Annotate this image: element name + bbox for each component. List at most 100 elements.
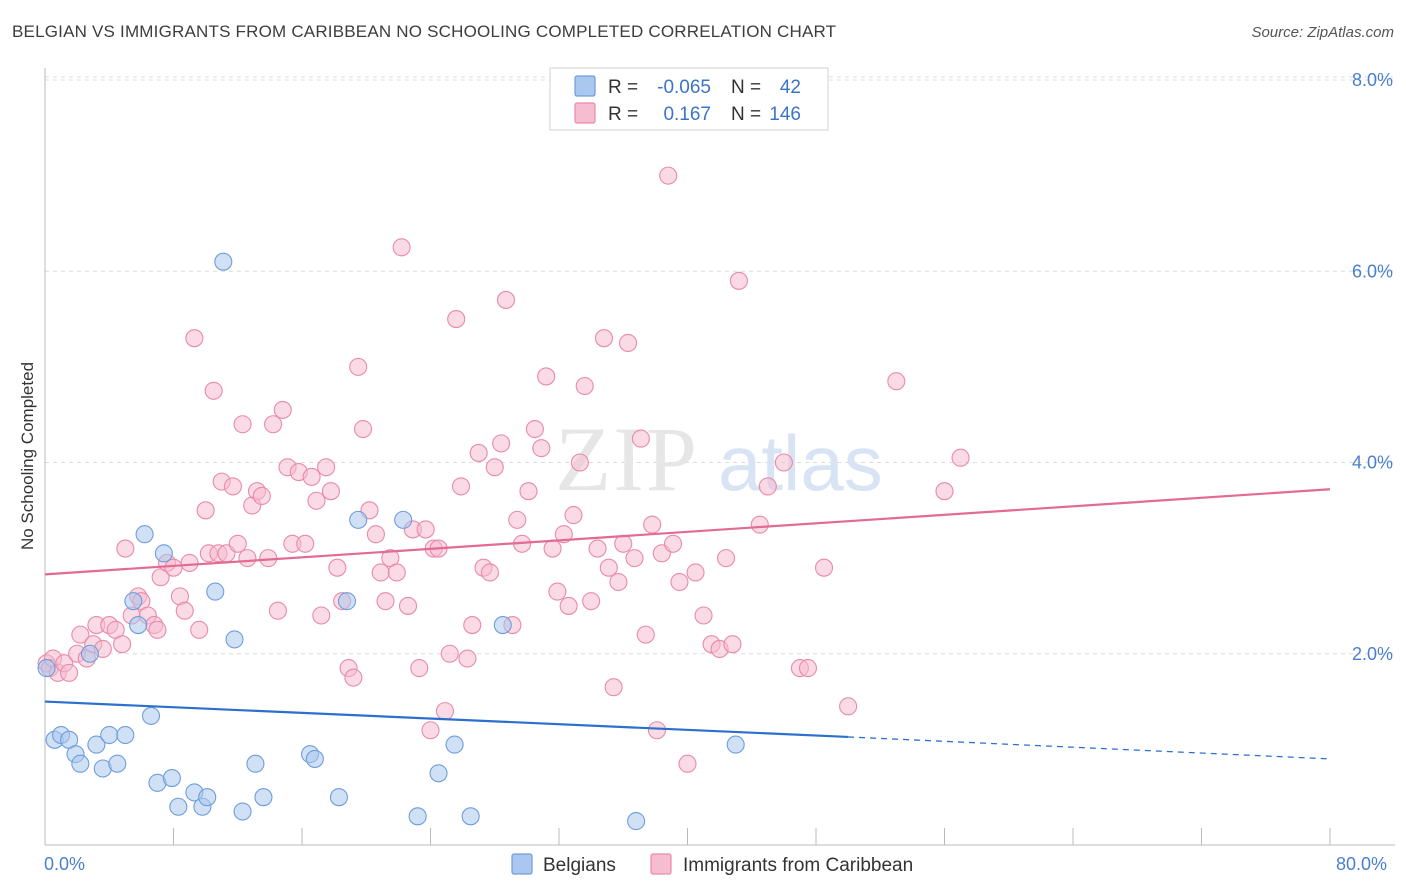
caribbean-point	[814, 558, 834, 577]
belgian-point	[627, 812, 646, 831]
caribbean-point	[469, 443, 488, 462]
caribbean-point	[625, 549, 644, 568]
caribbean-point	[643, 515, 662, 534]
caribbean-point	[366, 525, 385, 544]
caribbean-point	[951, 448, 970, 467]
belgian-point	[108, 754, 127, 773]
belgians-trendline	[44, 700, 849, 739]
caribbean-point	[716, 549, 736, 568]
caribbean-point	[238, 549, 257, 568]
caribbean-point	[435, 702, 455, 721]
belgian-point	[71, 754, 90, 773]
belgian-point	[116, 725, 135, 745]
belgian-points	[37, 252, 745, 831]
caribbean-point	[575, 376, 594, 396]
belgian-point	[206, 582, 225, 601]
belgian-point	[169, 797, 188, 816]
caribbean-point	[180, 553, 199, 572]
caribbean-point	[935, 482, 954, 501]
legend-r-label-2: R =	[608, 104, 638, 125]
caribbean-point	[631, 429, 650, 448]
belgian-point	[87, 735, 106, 754]
x-axis-ticks	[173, 828, 1331, 845]
caribbean-point	[525, 419, 544, 439]
trend-lines	[44, 488, 1331, 760]
caribbean-point	[582, 592, 601, 611]
belgian-point	[129, 616, 148, 635]
belgian-point	[141, 706, 161, 725]
caribbean-point	[532, 439, 551, 458]
caribbean-point	[619, 333, 638, 353]
belgian-point	[100, 725, 119, 745]
caribbean-point	[774, 453, 793, 472]
caribbean-point	[564, 506, 583, 525]
caribbean-point	[148, 620, 167, 639]
caribbean-point	[440, 644, 459, 663]
belgian-point	[337, 592, 357, 611]
belgian-point	[349, 510, 368, 529]
caribbean-point	[480, 563, 499, 582]
caribbean-point	[599, 558, 618, 577]
caribbean-point	[349, 357, 368, 376]
belgian-point	[445, 735, 464, 754]
caribbean-point	[663, 534, 683, 553]
belgian-point	[461, 807, 480, 826]
caribbean-point	[190, 620, 209, 639]
caribbean-point	[614, 534, 633, 553]
belgian-point	[37, 659, 56, 678]
legend-bottom: Belgians Immigrants from Caribbean	[511, 853, 913, 876]
caribbean-point	[609, 572, 628, 592]
belgian-point	[305, 749, 324, 768]
caribbean-point	[416, 520, 435, 539]
y-axis-title: No Schooling Completed	[18, 362, 37, 550]
caribbean-point	[296, 534, 315, 553]
caribbean-point	[307, 491, 326, 510]
legend-n-value-1: 42	[780, 77, 801, 98]
caribbean-point	[519, 482, 538, 501]
y-tick-label: 4.0%	[1352, 453, 1393, 473]
caribbean-point	[758, 477, 777, 496]
belgian-point	[246, 754, 265, 773]
caribbean-point	[273, 400, 292, 419]
caribbean-point	[750, 515, 769, 534]
caribbean-point	[175, 601, 194, 620]
caribbean-point	[636, 625, 655, 644]
legend-bottom-label-belgians: Belgians	[543, 855, 616, 876]
caribbean-point	[371, 563, 390, 582]
legend-n-label-1: N =	[731, 77, 761, 98]
caribbean-point	[312, 606, 331, 625]
legend-swatch-caribbean	[574, 102, 596, 124]
caribbean-point	[570, 453, 589, 472]
caribbean-point	[554, 525, 573, 544]
caribbean-point	[588, 539, 607, 558]
caribbean-point	[723, 635, 742, 654]
caribbean-point	[604, 678, 623, 697]
caribbean-point	[233, 415, 252, 434]
caribbean-point	[321, 482, 340, 501]
belgian-point	[162, 769, 181, 788]
belgian-point	[225, 630, 244, 649]
belgian-point	[429, 764, 448, 783]
y-tick-labels: 2.0% 4.0% 6.0% 8.0%	[1352, 70, 1393, 664]
caribbean-point	[686, 563, 705, 582]
caribbean-point	[302, 467, 321, 486]
caribbean-point	[353, 419, 373, 439]
belgian-point	[135, 525, 154, 544]
x-tick-label-max: 80.0%	[1336, 854, 1387, 874]
caribbean-point	[458, 649, 477, 668]
caribbean-point	[264, 415, 283, 434]
caribbean-trendline	[44, 488, 1331, 576]
caribbean-point	[204, 381, 223, 400]
caribbean-point	[71, 625, 90, 644]
caribbean-point	[344, 668, 363, 687]
caribbean-point	[447, 310, 466, 329]
belgians-trendline-extension	[848, 736, 1331, 760]
caribbean-point	[463, 616, 482, 635]
y-tick-label: 8.0%	[1352, 70, 1393, 90]
caribbean-point	[548, 582, 567, 601]
legend-r-value-1: -0.065	[657, 77, 711, 98]
caribbean-point	[268, 601, 287, 620]
belgian-point	[726, 735, 745, 754]
caribbean-point	[392, 238, 411, 257]
